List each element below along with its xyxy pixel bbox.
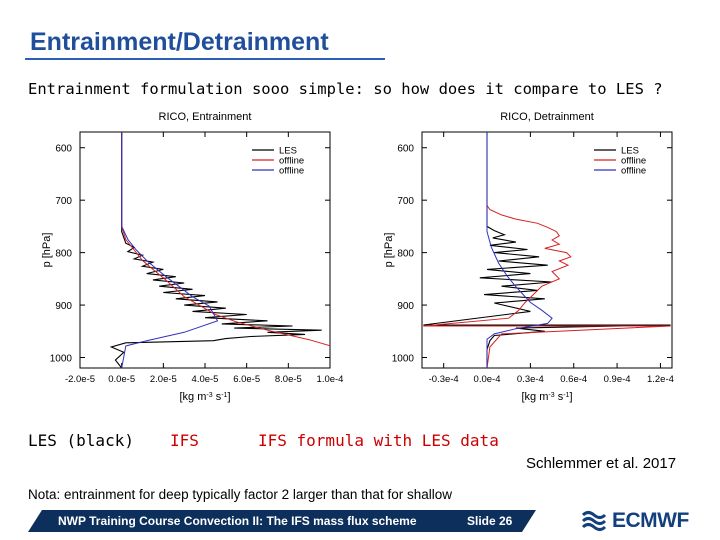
y-tick-label: 900 xyxy=(397,301,414,312)
chart-title: RICO, Detrainment xyxy=(500,111,594,123)
y-axis-label: p [hPa] xyxy=(383,233,395,268)
label-les-black: LES (black) xyxy=(28,431,134,450)
x-axis-label: [kg m-3 s-1] xyxy=(522,391,573,403)
slide-title: Entrainment/Detrainment xyxy=(30,28,329,56)
slide-subtitle: Entrainment formulation sooo simple: so … xyxy=(28,80,663,98)
series-line-les-0 xyxy=(423,132,671,368)
x-tick-label: 1.0e-4 xyxy=(317,374,344,385)
legend-label: LES xyxy=(621,146,639,157)
x-tick-label: 1.2e-4 xyxy=(647,374,674,385)
x-tick-label: 6.0e-5 xyxy=(233,374,260,385)
label-ifs-formula: IFS formula with LES data xyxy=(258,431,499,450)
legend-label: LES xyxy=(279,146,297,157)
x-tick-label: -0.3e-4 xyxy=(429,374,459,385)
x-tick-label: 2.0e-5 xyxy=(150,374,177,385)
x-tick-label: 0.3e-4 xyxy=(517,374,544,385)
legend-label: offline xyxy=(621,166,646,177)
footer-bar xyxy=(28,510,536,532)
x-tick-label: 0.0e-5 xyxy=(108,374,135,385)
y-tick-label: 700 xyxy=(55,196,72,207)
footnote: Nota: entrainment for deep typically fac… xyxy=(28,487,452,502)
legend-label: offline xyxy=(279,156,304,167)
footer-course-title: NWP Training Course Convection II: The I… xyxy=(58,514,417,528)
x-tick-label: 0.6e-4 xyxy=(560,374,587,385)
x-tick-label: 8.0e-5 xyxy=(275,374,302,385)
y-tick-label: 600 xyxy=(397,144,414,155)
y-tick-label: 800 xyxy=(397,249,414,260)
label-ifs: IFS xyxy=(170,431,199,450)
ecmwf-swirl-icon xyxy=(581,511,607,531)
title-underline xyxy=(25,58,385,60)
series-line-offline-2 xyxy=(121,132,219,368)
x-tick-label: 0.0e-4 xyxy=(474,374,501,385)
ecmwf-logo-text: ECMWF xyxy=(612,509,689,532)
x-tick-label: -2.0e-5 xyxy=(65,374,95,385)
y-tick-label: 700 xyxy=(397,196,414,207)
citation: Schlemmer et al. 2017 xyxy=(526,455,677,472)
series-line-offline-1 xyxy=(121,132,330,347)
y-tick-label: 600 xyxy=(55,144,72,155)
y-tick-label: 800 xyxy=(55,249,72,260)
x-tick-label: 4.0e-5 xyxy=(192,374,219,385)
ecmwf-logo: ECMWF xyxy=(580,509,689,533)
series-line-offline-2 xyxy=(486,132,553,368)
x-tick-label: 0.9e-4 xyxy=(604,374,631,385)
legend-label: offline xyxy=(279,166,304,177)
legend-label: offline xyxy=(621,156,646,167)
footer-slide-number: Slide 26 xyxy=(467,514,513,528)
detrainment-chart: RICO, Detrainment 600 700 800 900 1000 -0.3e-4… xyxy=(383,111,674,403)
y-axis-label: p [hPa] xyxy=(41,233,53,268)
plot-frame xyxy=(421,131,673,369)
y-tick-label: 900 xyxy=(55,301,72,312)
x-axis-label: [kg m-3 s-1] xyxy=(180,391,231,403)
series-line-offline-1 xyxy=(423,132,671,368)
y-tick-label: 1000 xyxy=(392,354,415,365)
chart-title: RICO, Entrainment xyxy=(159,111,252,123)
y-tick-label: 1000 xyxy=(50,354,73,365)
series-line-les-0 xyxy=(109,132,322,368)
entrainment-chart: RICO, Entrainment 600 700 800 900 1000 -2.0e-5… xyxy=(41,111,344,403)
